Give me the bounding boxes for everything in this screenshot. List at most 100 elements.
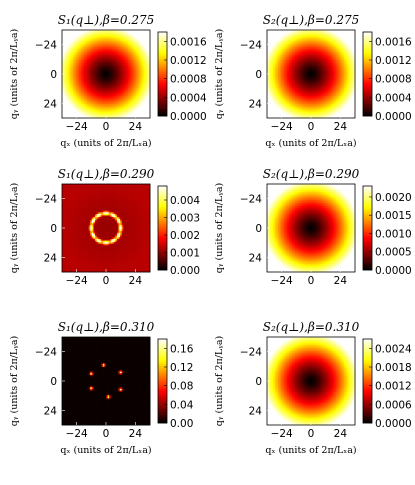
heatmap-cell [273, 78, 276, 81]
heatmap-cell [279, 66, 282, 69]
heatmap-cell [80, 92, 83, 95]
heatmap-cell [123, 111, 126, 114]
heatmap-cell [142, 100, 145, 103]
heatmap-cell [73, 85, 75, 87]
heatmap-cell [298, 86, 301, 89]
heatmap-cell [285, 85, 288, 87]
heatmap-cell [278, 86, 280, 89]
heatmap-cell [118, 83, 121, 86]
heatmap-cell [292, 41, 295, 43]
heatmap-cell [88, 78, 91, 81]
heatmap-cell [267, 72, 269, 75]
heatmap-cell [74, 30, 77, 32]
heatmap-cell [279, 116, 282, 119]
heatmap-cell [140, 52, 143, 54]
heatmap-cell [117, 59, 119, 62]
heatmap-cell [68, 114, 71, 117]
heatmap-cell [312, 67, 315, 70]
heatmap-cell [110, 107, 113, 109]
heatmap-cell [287, 80, 290, 83]
heatmap-cell [90, 34, 93, 37]
heatmap-cell [134, 103, 137, 106]
heatmap-cell [281, 81, 284, 84]
heatmap-cell [300, 69, 302, 72]
heatmap-cell [268, 53, 271, 56]
heatmap-cell [109, 92, 112, 95]
heatmap-cell [69, 94, 72, 97]
heatmap-cell [304, 81, 307, 84]
heatmap-cell [87, 100, 90, 103]
heatmap-cell [132, 42, 135, 45]
heatmap-cell [143, 47, 146, 50]
heatmap-cell [74, 31, 77, 34]
heatmap-cell [148, 45, 151, 48]
heatmap-cell [284, 108, 287, 111]
heatmap-cell [74, 77, 77, 80]
heatmap-cell [300, 33, 302, 36]
heatmap-cell [315, 47, 318, 50]
heatmap-cell [284, 94, 287, 97]
heatmap-cell [268, 41, 271, 43]
heatmap-cell [84, 30, 86, 32]
heatmap-cell [148, 74, 151, 76]
heatmap-cell [62, 99, 64, 102]
heatmap-cell [69, 34, 72, 37]
heatmap-cell [126, 94, 129, 97]
heatmap-cell [76, 58, 79, 61]
heatmap-cell [137, 110, 140, 113]
heatmap-cell [312, 100, 315, 103]
heatmap-cell [273, 53, 276, 56]
heatmap-cell [282, 63, 285, 65]
heatmap-cell [267, 63, 269, 65]
heatmap-cell [118, 61, 121, 64]
heatmap-cell [273, 105, 276, 108]
heatmap-cell [77, 61, 80, 64]
heatmap-cell [300, 108, 302, 111]
heatmap-cell [289, 64, 291, 67]
heatmap-cell [301, 108, 304, 111]
heatmap-cell [90, 64, 93, 67]
heatmap-cell [145, 30, 148, 32]
heatmap-cell [148, 105, 151, 108]
heatmap-cell [82, 85, 85, 87]
heatmap-cell [71, 67, 74, 70]
heatmap-cell [112, 89, 115, 92]
heatmap-cell [82, 110, 85, 113]
heatmap-cell [282, 37, 285, 40]
heatmap-cell [76, 72, 79, 75]
heatmap-cell [307, 33, 310, 36]
heatmap-cell [110, 94, 113, 97]
heatmap-cell [66, 88, 69, 91]
heatmap-cell [140, 80, 143, 83]
heatmap-cell [142, 66, 145, 69]
heatmap-cell [120, 107, 123, 109]
heatmap-cell [276, 91, 279, 94]
heatmap-cell [73, 47, 75, 50]
heatmap-cell [107, 37, 110, 40]
heatmap-cell [101, 107, 104, 109]
heatmap-cell [307, 116, 310, 119]
heatmap-cell [271, 83, 274, 86]
heatmap-cell [287, 89, 290, 92]
heatmap-cell [284, 97, 287, 100]
heatmap-cell [109, 64, 112, 67]
heatmap-cell [104, 44, 107, 47]
heatmap-cell [91, 56, 94, 59]
heatmap-cell [274, 89, 277, 92]
heatmap-cell [73, 86, 75, 89]
heatmap-cell [140, 45, 143, 48]
heatmap-cell [301, 67, 304, 70]
heatmap-cell [137, 81, 140, 84]
heatmap-cell [69, 42, 72, 45]
heatmap-cell [123, 47, 126, 50]
heatmap-cell [123, 88, 126, 91]
heatmap-cell [146, 70, 149, 73]
heatmap-cell [113, 66, 116, 69]
heatmap-cell [134, 58, 137, 61]
heatmap-cell [110, 58, 113, 61]
heatmap-cell [109, 114, 112, 117]
heatmap-cell [140, 103, 143, 106]
heatmap-cell [274, 77, 277, 80]
heatmap-cell [270, 80, 273, 83]
